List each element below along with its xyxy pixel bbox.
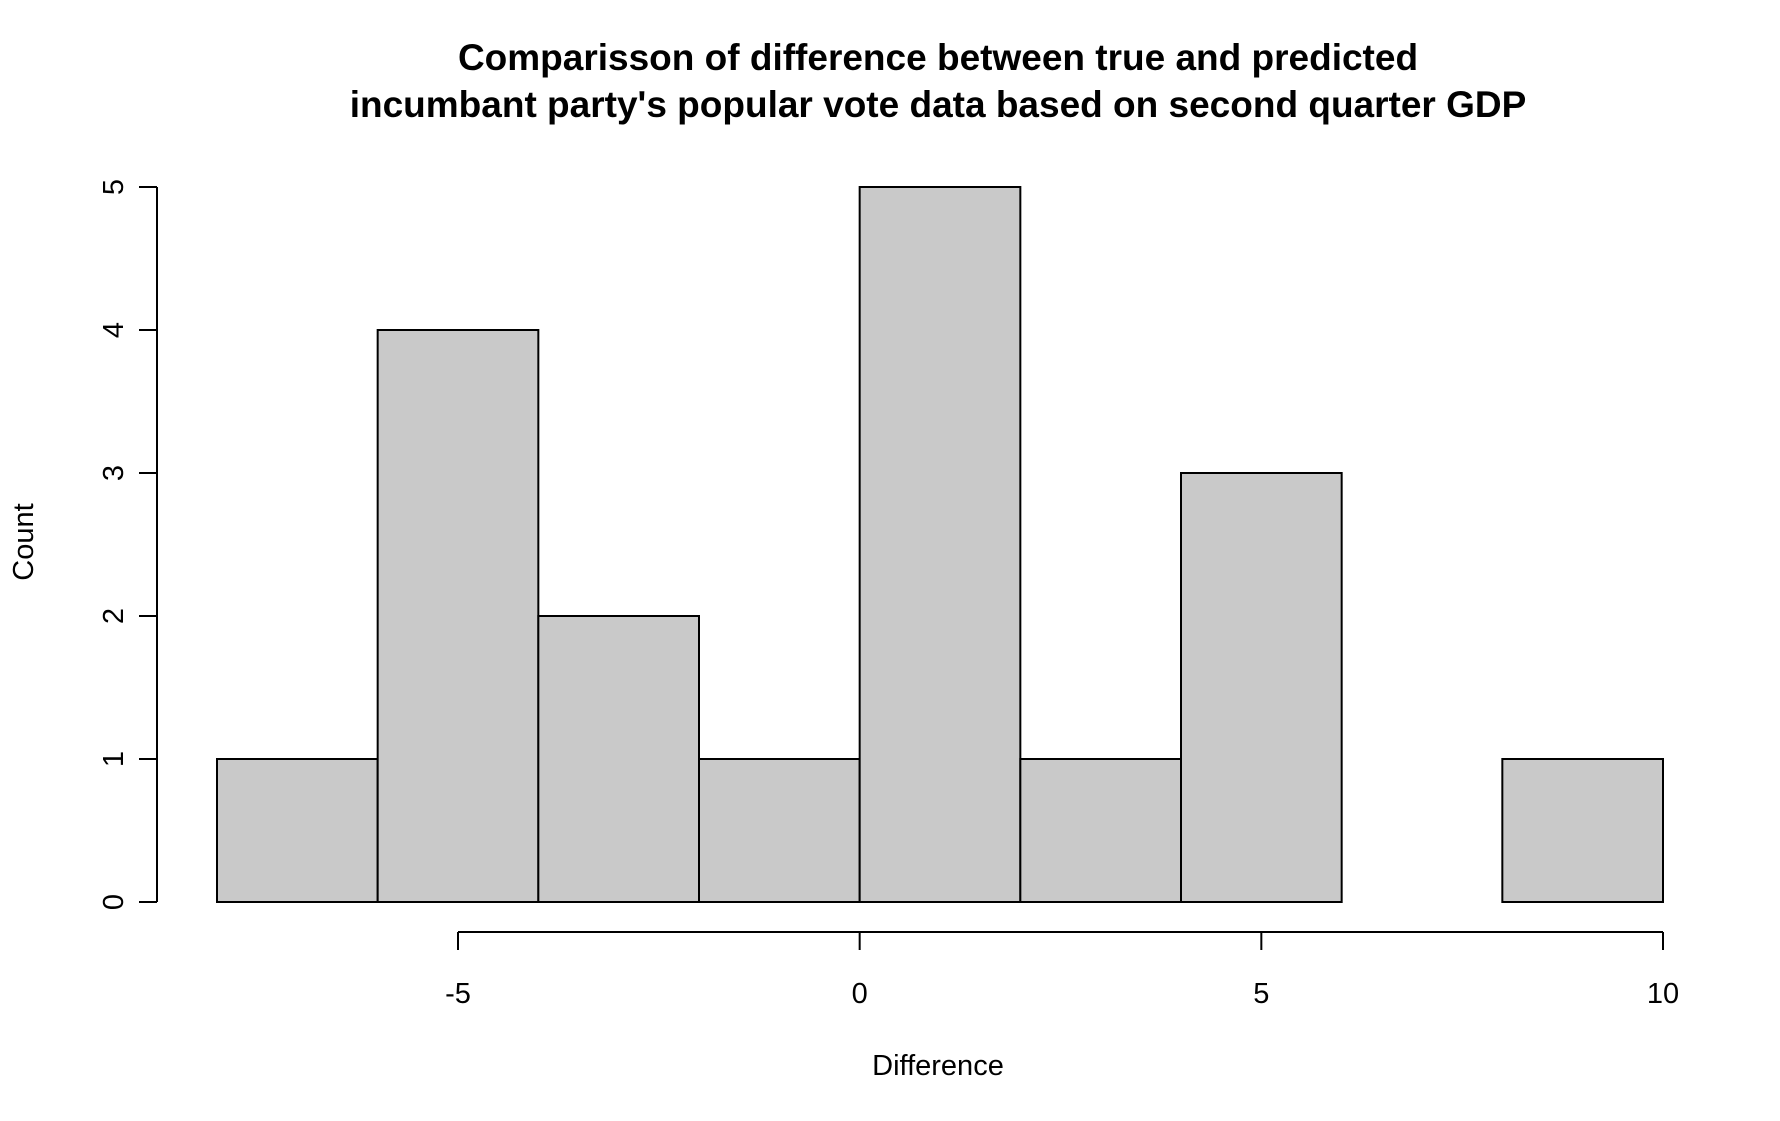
y-axis-title: Count [8,503,40,580]
histogram-bar-5 [1019,758,1182,903]
x-axis-title: Difference [872,1050,1004,1082]
y-tick-label-0: 0 [98,894,130,910]
histogram-bar-0 [216,758,379,903]
bars-group [216,186,1665,903]
y-tick-label-4: 4 [98,322,130,338]
histogram-bar-1 [376,329,540,903]
chart-subtitle: incumbant party's popular vote data base… [350,84,1527,125]
x-tick-label-2: 5 [1253,978,1269,1010]
y-tick-label-3: 3 [98,465,130,481]
histogram-bar-4 [858,186,1022,903]
x-axis: -5 0 5 10 [445,931,1679,1010]
histogram-bar-8 [1501,758,1665,903]
y-tick-label-1: 1 [98,751,130,767]
histogram-bar-3 [698,758,861,903]
y-axis: 0 1 2 3 4 5 [98,179,158,910]
x-tick-label-1: 0 [852,978,868,1010]
chart-title: Comparisson of difference between true a… [458,37,1418,78]
y-tick-label-5: 5 [98,179,130,195]
histogram-bar-2 [537,615,700,903]
histogram-bar-6 [1180,472,1343,903]
y-tick-label-2: 2 [98,608,130,624]
x-tick-label-3: 10 [1647,978,1679,1010]
x-tick-label-0: -5 [445,978,471,1010]
